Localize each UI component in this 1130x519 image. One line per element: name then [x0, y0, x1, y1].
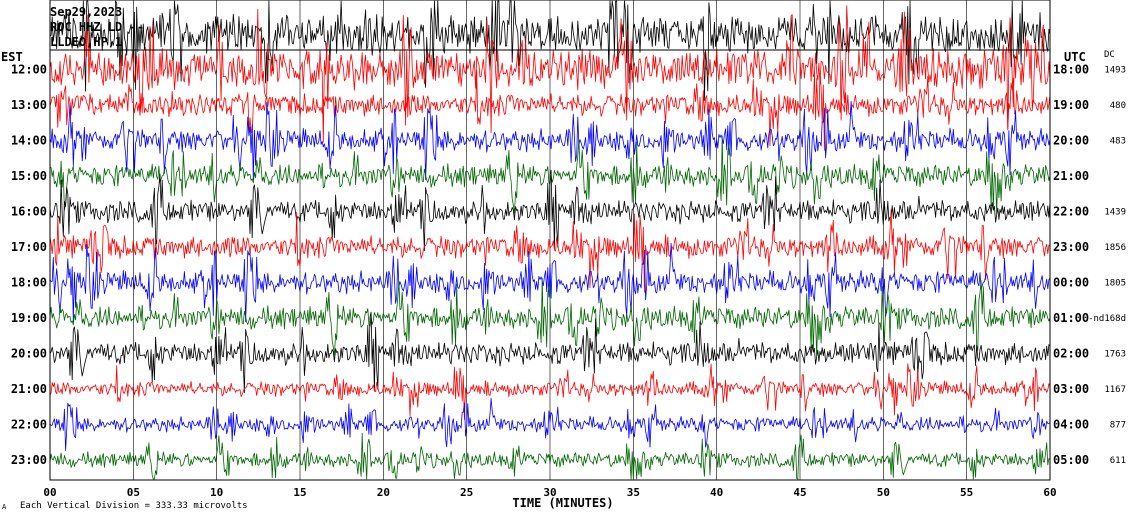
est-hour-label: 21:00 — [11, 382, 47, 396]
dc-offset-value: -nd168d — [1088, 314, 1126, 324]
est-hour-label: 15:00 — [11, 169, 47, 183]
est-hour-label: 14:00 — [11, 134, 47, 148]
x-axis-tick-labels: 00 05 10 15 20 25 30 35 40 45 50 55 60 — [43, 486, 1056, 499]
est-hour-label: 17:00 — [11, 240, 47, 254]
x-tick-label: 55 — [960, 486, 973, 499]
utc-hour-label: 20:00 — [1053, 134, 1089, 148]
utc-hour-label: 02:00 — [1053, 347, 1089, 361]
trace-row-1 — [49, 5, 1051, 143]
x-tick-label: 10 — [210, 486, 223, 499]
trace-row-12 — [49, 432, 1051, 480]
utc-hour-label: 18:00 — [1053, 63, 1089, 77]
trace-row-6 — [49, 209, 1051, 293]
dc-offset-value: 1805 — [1104, 279, 1126, 289]
est-axis-label: EST — [1, 50, 23, 64]
plot-frame — [49, 0, 1051, 481]
scale-note: Each Vertical Division = 333.33 microvol… — [20, 501, 248, 511]
est-hour-label: 23:00 — [11, 453, 47, 467]
est-hour-label: 13:00 — [11, 98, 47, 112]
dc-offset-value: 1439 — [1104, 208, 1126, 218]
utc-hour-label: 00:00 — [1053, 276, 1089, 290]
trace-row-10 — [49, 363, 1051, 420]
x-axis-title: TIME (MINUTES) — [512, 496, 613, 510]
utc-hour-label: 05:00 — [1053, 453, 1089, 467]
utc-time-labels: 18:00 19:00 20:00 21:00 22:00 23:00 00:00 01:00… — [1053, 63, 1089, 468]
header-filter: LLDEO,HP,1 — [50, 35, 122, 49]
dc-offset-value: 480 — [1110, 101, 1126, 111]
dc-offset-value: 1763 — [1104, 350, 1126, 360]
x-tick-label: 15 — [293, 486, 306, 499]
seismic-traces — [49, 0, 1051, 480]
trace-row-0 — [49, 0, 1051, 101]
trace-row-11 — [49, 397, 1051, 452]
trace-row-8 — [49, 277, 1051, 357]
utc-hour-label: 19:00 — [1053, 98, 1089, 112]
header-station: ROC HHZ LD -- — [50, 20, 144, 34]
dc-column-label: DC — [1104, 50, 1115, 60]
trace-row-9 — [49, 311, 1051, 394]
dc-offset-value: 1856 — [1104, 243, 1126, 253]
header-date: Sep29,2023 — [50, 5, 122, 19]
est-hour-label: 12:00 — [11, 63, 47, 77]
utc-hour-label: 03:00 — [1053, 382, 1089, 396]
x-tick-label: 05 — [127, 486, 140, 499]
est-hour-label: 18:00 — [11, 276, 47, 290]
est-time-labels: 12:00 13:00 14:00 15:00 16:00 17:00 18:00 19:00… — [11, 63, 47, 468]
x-tick-label: 25 — [460, 486, 473, 499]
utc-hour-label: 21:00 — [1053, 169, 1089, 183]
est-hour-label: 20:00 — [11, 347, 47, 361]
est-hour-label: 19:00 — [11, 311, 47, 325]
trace-row-3 — [49, 100, 1051, 181]
x-tick-label: 00 — [43, 486, 56, 499]
est-hour-label: 22:00 — [11, 418, 47, 432]
utc-hour-label: 23:00 — [1053, 240, 1089, 254]
utc-hour-label: 01:00 — [1053, 311, 1089, 325]
x-tick-label: 35 — [627, 486, 640, 499]
dc-offset-value: 877 — [1110, 421, 1126, 431]
est-hour-label: 16:00 — [11, 205, 47, 219]
dc-offset-value: 1493 — [1104, 66, 1126, 76]
x-tick-label: 30 — [543, 486, 556, 499]
x-tick-label: 60 — [1043, 486, 1056, 499]
utc-axis-label: UTC — [1064, 50, 1086, 64]
trace-row-2 — [49, 69, 1051, 151]
x-tick-label: 50 — [877, 486, 890, 499]
dc-offset-value: 483 — [1110, 137, 1126, 147]
dc-offset-labels: 1493 480 483 1439 1856 1805 -nd168d 1763 1167 877… — [1088, 66, 1126, 467]
dc-offset-value: 611 — [1110, 456, 1126, 466]
trace-row-5 — [49, 169, 1051, 252]
utc-hour-label: 04:00 — [1053, 418, 1089, 432]
corner-mark: A — [2, 503, 7, 511]
x-tick-label: 45 — [793, 486, 806, 499]
x-tick-label: 40 — [710, 486, 723, 499]
utc-hour-label: 22:00 — [1053, 205, 1089, 219]
x-tick-label: 20 — [377, 486, 390, 499]
dc-offset-value: 1167 — [1104, 385, 1126, 395]
